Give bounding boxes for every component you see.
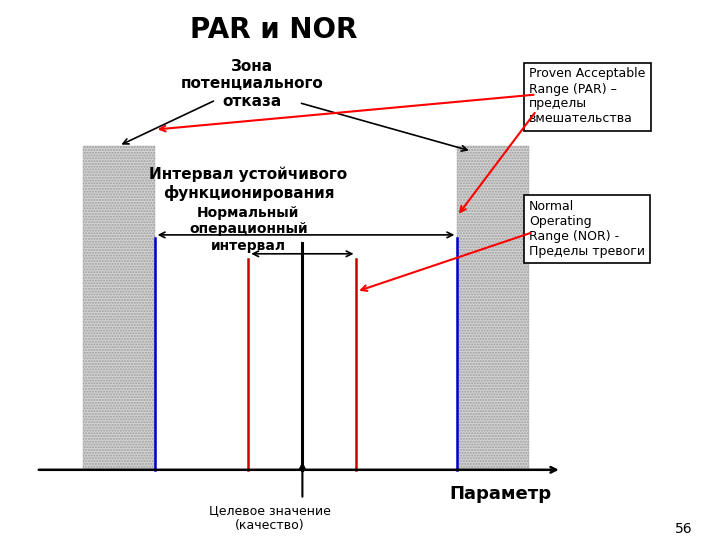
Text: Целевое значение
(качество): Целевое значение (качество) bbox=[209, 504, 331, 532]
Text: Normal
Operating
Range (NOR) -
Пределы тревоги: Normal Operating Range (NOR) - Пределы т… bbox=[529, 200, 645, 258]
Text: Proven Acceptable
Range (PAR) –
пределы
вмешательства: Proven Acceptable Range (PAR) – пределы … bbox=[529, 68, 646, 125]
Bar bbox=[457, 146, 529, 470]
Text: Нормальный
операционный
интервал: Нормальный операционный интервал bbox=[189, 206, 307, 253]
Text: Параметр: Параметр bbox=[449, 485, 552, 503]
Bar bbox=[83, 146, 155, 470]
Text: PAR и NOR: PAR и NOR bbox=[190, 16, 357, 44]
Text: 56: 56 bbox=[675, 522, 693, 536]
Bar bbox=[83, 146, 155, 470]
Text: Интервал устойчивого
функционирования: Интервал устойчивого функционирования bbox=[149, 166, 348, 201]
Bar bbox=[457, 146, 529, 470]
Text: Зона
потенциального
отказа: Зона потенциального отказа bbox=[181, 59, 323, 109]
